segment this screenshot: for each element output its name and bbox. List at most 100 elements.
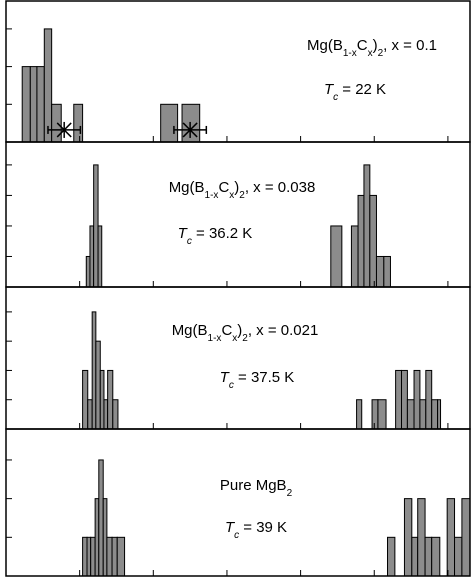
bar	[21, 66, 31, 143]
bar	[99, 369, 105, 430]
text-part: = 39 K	[239, 519, 287, 536]
text-part: Mg(B	[307, 37, 343, 54]
text-part: = 37.5 K	[234, 369, 294, 386]
tc-label: Tc = 22 K	[324, 81, 386, 103]
bar	[98, 459, 104, 577]
bar	[102, 498, 108, 577]
star-marker	[56, 121, 72, 138]
text-part: T	[225, 519, 236, 536]
text-part: c	[333, 92, 338, 103]
text-part: T	[324, 81, 335, 98]
bar	[116, 536, 126, 577]
bar	[90, 536, 96, 577]
star-marker	[182, 121, 198, 138]
tc-label: Tc = 39 K	[225, 519, 287, 541]
text-part: )	[234, 179, 239, 196]
bar	[112, 399, 119, 430]
text-part: x	[229, 190, 234, 201]
text-part: = 22 K	[338, 81, 386, 98]
bar	[86, 536, 92, 577]
text-part: c	[234, 530, 239, 541]
text-part: )	[237, 322, 242, 339]
bar	[454, 536, 463, 577]
text-part: , x = 0.038	[245, 179, 315, 196]
text-part: T	[178, 225, 189, 242]
text-part: 2	[378, 48, 384, 59]
bar	[425, 369, 433, 430]
tc-label: Tc = 36.2 K	[178, 225, 253, 247]
bar	[431, 536, 441, 577]
tc-label: Tc = 37.5 K	[220, 369, 295, 391]
bar	[446, 498, 456, 577]
bar	[431, 399, 439, 430]
bar	[36, 66, 45, 143]
text-part: 2	[287, 488, 293, 499]
bar	[371, 399, 379, 430]
text-part: c	[187, 236, 192, 247]
text-part: Mg(B	[172, 322, 208, 339]
panel-label: Pure MgB2	[220, 477, 293, 499]
bar	[357, 194, 365, 288]
text-part: 1-x	[205, 190, 219, 201]
panel: Pure MgB2 Tc = 39 K	[5, 428, 471, 577]
text-part: C	[357, 37, 368, 54]
bar	[73, 103, 84, 143]
text-part: Pure MgB	[220, 477, 287, 494]
text-part: )	[373, 37, 378, 54]
bar	[97, 225, 103, 288]
bar	[395, 369, 403, 430]
bar	[401, 369, 408, 430]
bar	[417, 498, 426, 577]
bar	[424, 536, 433, 577]
bar	[29, 66, 38, 143]
text-part: T	[220, 369, 231, 386]
bar	[419, 399, 427, 430]
bar	[350, 225, 359, 288]
bar	[82, 536, 88, 577]
text-part: C	[221, 322, 232, 339]
panel-frame	[5, 428, 471, 577]
bar	[363, 164, 371, 288]
text-part: 2	[242, 333, 248, 344]
panel: Mg(B1-xCx)2, x = 0.038 Tc = 36.2 K	[5, 141, 471, 288]
bar	[43, 28, 53, 143]
bar	[437, 399, 442, 430]
bar	[377, 399, 387, 430]
bar	[106, 536, 113, 577]
bar	[85, 255, 91, 288]
text-part: Mg(B	[169, 179, 205, 196]
panel-label: Mg(B1-xCx)2, x = 0.1	[307, 37, 437, 59]
bar	[411, 536, 419, 577]
bar	[330, 225, 343, 288]
bar	[413, 369, 421, 430]
panel-label: Mg(B1-xCx)2, x = 0.038	[169, 179, 316, 201]
bar	[356, 399, 363, 430]
bar	[95, 340, 101, 430]
bar	[107, 369, 114, 430]
bar	[82, 369, 89, 430]
text-part: c	[229, 380, 234, 391]
text-part: 2	[239, 190, 245, 201]
text-part: C	[218, 179, 229, 196]
bar	[160, 103, 179, 143]
panel-label: Mg(B1-xCx)2, x = 0.021	[172, 322, 319, 344]
bar	[403, 498, 413, 577]
bar	[93, 164, 99, 288]
bar	[103, 399, 109, 430]
bar	[91, 311, 97, 430]
bar	[87, 399, 93, 430]
bar	[406, 399, 415, 430]
panel: Mg(B1-xCx)2, x = 0.021 Tc = 37.5 K	[5, 286, 471, 430]
bar	[387, 536, 396, 577]
bar	[51, 103, 62, 143]
panel: Mg(B1-xCx)2, x = 0.1 Tc = 22 K	[5, 0, 471, 143]
text-part: x	[232, 333, 237, 344]
panel-frame	[5, 141, 471, 288]
bar	[383, 255, 391, 288]
bar	[111, 536, 118, 577]
text-part: , x = 0.1	[383, 37, 437, 54]
text-part: , x = 0.021	[248, 322, 318, 339]
bar	[89, 225, 95, 288]
text-part: x	[368, 48, 373, 59]
